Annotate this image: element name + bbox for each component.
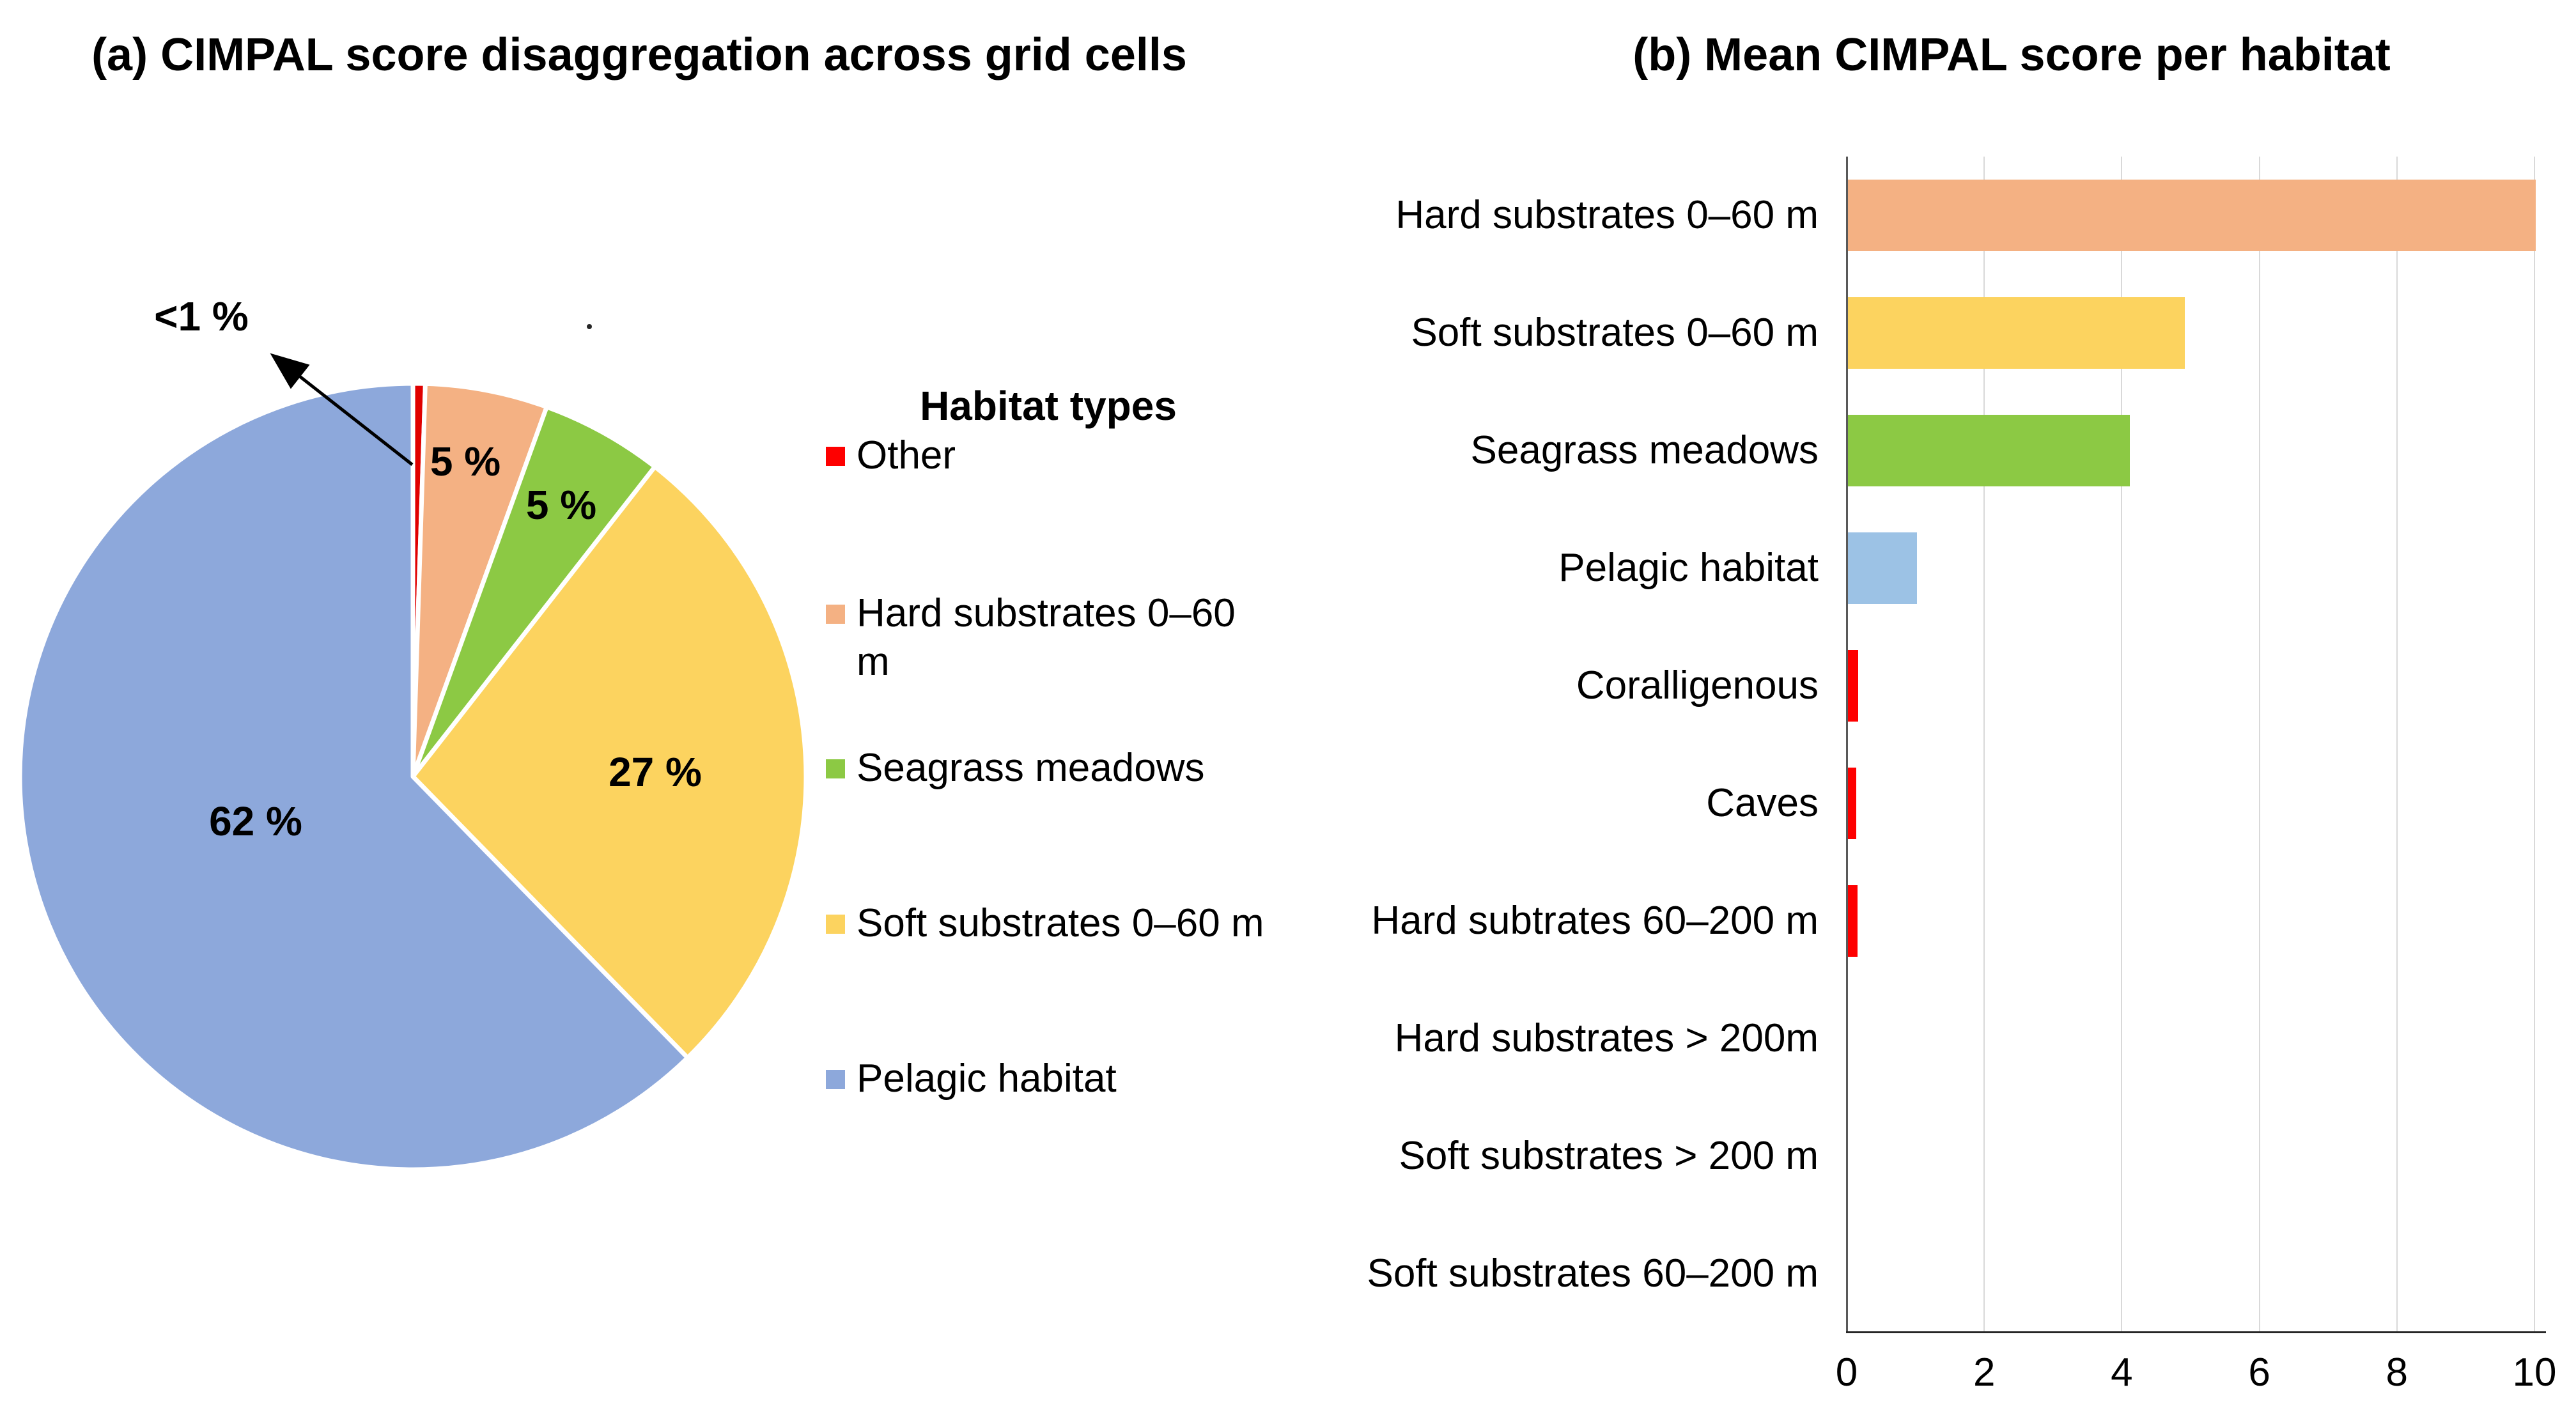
gridline-x-8	[2396, 157, 2398, 1331]
bar-hard-substrates-0-60-m	[1848, 180, 2536, 251]
legend-item-pelagic-habitat: Pelagic habitat	[825, 1055, 1285, 1103]
legend-swatch-pelagic-habitat	[826, 1070, 845, 1089]
x-tick-4: 4	[2111, 1350, 2133, 1395]
pie-slice-seagrass-meadows	[410, 405, 657, 779]
legend-item-other: Other	[825, 431, 1285, 480]
bar-label-pelagic-habitat: Pelagic habitat	[1558, 546, 1819, 590]
x-tick-0: 0	[1835, 1350, 1858, 1395]
x-tick-10: 10	[2512, 1350, 2557, 1395]
pie-percent-label-hard-substrates-0-60-m: 5 %	[430, 438, 501, 484]
legend-label-other: Other	[857, 433, 956, 477]
pie-slice-pelagic-habitat	[17, 381, 690, 1172]
panel-a-title: (a) CIMPAL score disaggregation across g…	[91, 29, 1187, 81]
x-tick-8: 8	[2386, 1350, 2409, 1395]
bar-pelagic-habitat	[1848, 532, 1917, 604]
legend-item-soft-substrates-0-60-m: Soft substrates 0–60 m	[825, 899, 1285, 948]
pie-percent-label-soft-substrates-0-60-m: 27 %	[609, 749, 702, 795]
legend-label-pelagic-habitat: Pelagic habitat	[857, 1056, 1117, 1101]
legend-swatch-hard-substrates-0-60-m	[826, 605, 845, 624]
bar-coralligenous	[1848, 650, 1858, 722]
gridline-x-4	[2121, 157, 2123, 1331]
panel-b-title: (b) Mean CIMPAL score per habitat	[1633, 29, 2391, 81]
legend-title: Habitat types	[920, 383, 1177, 429]
legend-swatch-other	[826, 447, 845, 466]
legend-item-hard-substrates-0-60-m: Hard substrates 0–60 m	[825, 589, 1285, 686]
bar-caves	[1848, 768, 1856, 839]
pie-percent-label-pelagic-habitat: 62 %	[209, 798, 302, 844]
gridline-x-2	[1983, 157, 1985, 1331]
bar-label-seagrass-meadows: Seagrass meadows	[1470, 428, 1819, 472]
stray-dot	[587, 324, 592, 329]
bar-label-hard-subtrates-60-200-m: Hard subtrates 60–200 m	[1371, 899, 1819, 943]
gridline-x-6	[2258, 157, 2260, 1331]
pie-chart	[17, 324, 809, 1172]
gridline-x-10	[2534, 157, 2535, 1331]
bar-soft-substrates-0-60-m	[1848, 297, 2185, 369]
bar-label-coralligenous: Coralligenous	[1576, 663, 1819, 708]
legend-label-soft-substrates-0-60-m: Soft substrates 0–60 m	[857, 901, 1264, 945]
pie-callout-label: <1 %	[154, 293, 249, 339]
legend-swatch-seagrass-meadows	[826, 759, 845, 778]
x-axis-line	[1846, 1331, 2546, 1333]
bar-label-hard-substrates-0-60-m: Hard substrates 0–60 m	[1395, 193, 1819, 237]
bar-seagrass-meadows	[1848, 415, 2130, 486]
bar-label-caves: Caves	[1706, 781, 1819, 825]
callout-arrowhead-icon	[270, 353, 310, 389]
bar-label-hard-substrates-200m: Hard substrates > 200m	[1394, 1016, 1819, 1060]
bar-label-soft-substrates-0-60-m: Soft substrates 0–60 m	[1411, 311, 1819, 355]
bar-label-soft-substrates-200-m: Soft substrates > 200 m	[1399, 1134, 1819, 1178]
legend-swatch-soft-substrates-0-60-m	[826, 915, 845, 934]
pie-slice-soft-substrates-0-60-m	[410, 464, 809, 1060]
bar-hard-subtrates-60-200-m	[1848, 885, 1858, 957]
legend-label-seagrass-meadows: Seagrass meadows	[857, 746, 1205, 790]
x-tick-2: 2	[1973, 1350, 1996, 1395]
bar-label-soft-substrates-60-200-m: Soft substrates 60–200 m	[1367, 1251, 1819, 1296]
x-tick-6: 6	[2248, 1350, 2270, 1395]
legend: Habitat types Other Hard substrates 0–60 …	[825, 382, 1285, 1226]
legend-label-hard-substrates-0-60-m: Hard substrates 0–60 m	[857, 591, 1236, 684]
legend-item-seagrass-meadows: Seagrass meadows	[825, 744, 1285, 793]
y-axis-line	[1846, 157, 1848, 1333]
pie-percent-label-seagrass-meadows: 5 %	[525, 482, 597, 528]
